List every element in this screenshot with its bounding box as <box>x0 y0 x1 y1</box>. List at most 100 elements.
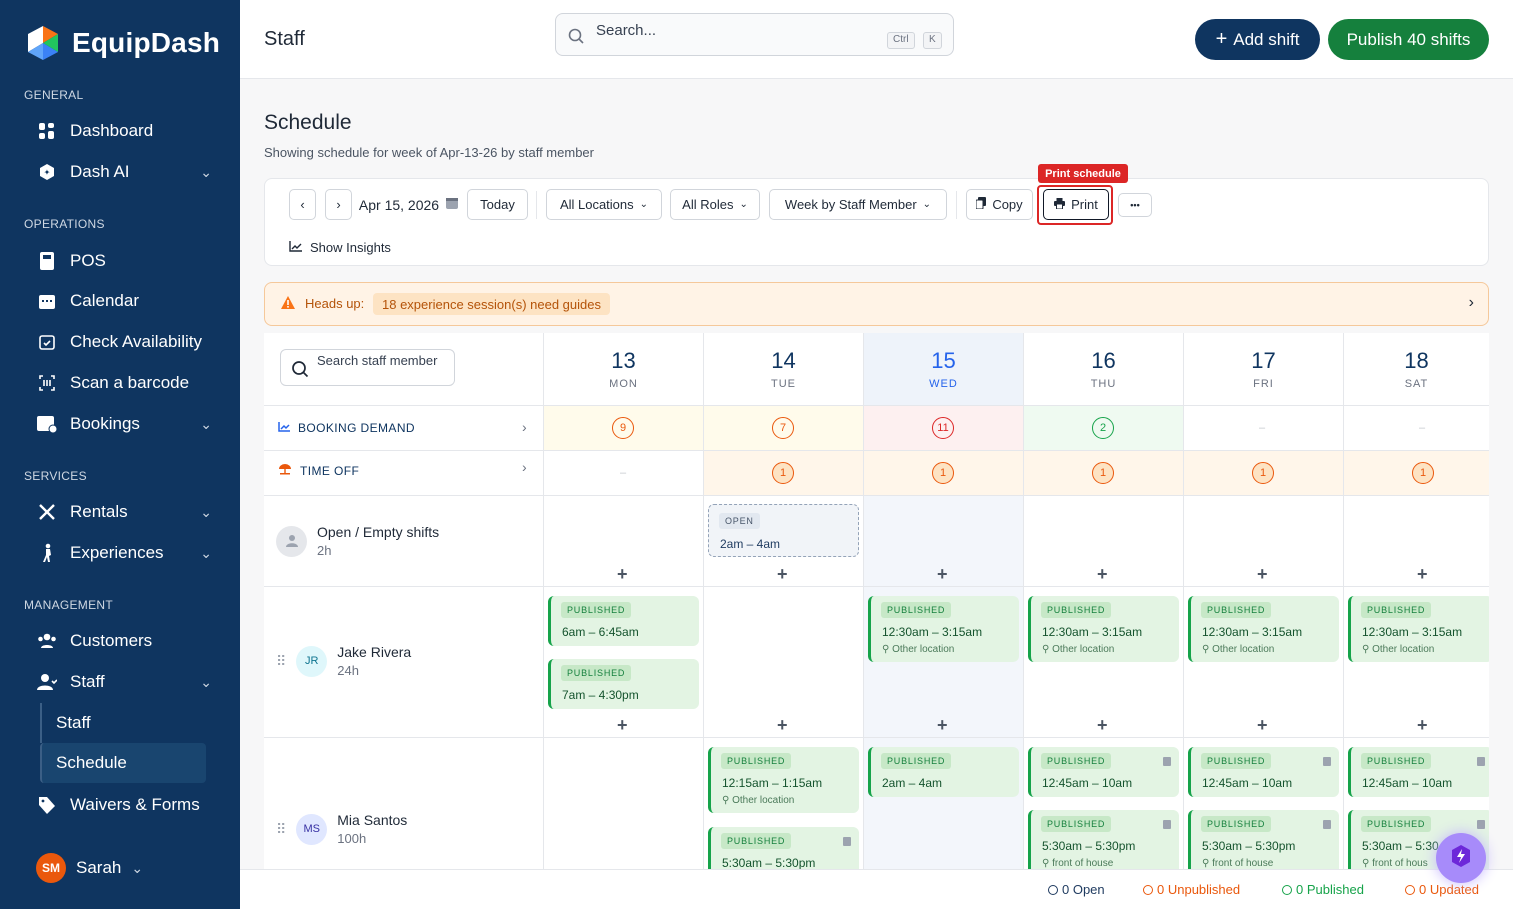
add-shift-plus-icon[interactable]: + <box>1417 715 1428 735</box>
time-off-badge[interactable]: 1 <box>772 462 794 484</box>
sidebar-item-scan-barcode[interactable]: Scan a barcode <box>36 366 212 400</box>
staff-hours: 100h <box>337 831 367 846</box>
assistant-button[interactable] <box>1436 833 1486 883</box>
time-off-badge[interactable]: 1 <box>1252 462 1274 484</box>
shift-card[interactable]: PUBLISHED 5:30am – 5:30pm ⚲ front of house <box>1188 810 1339 869</box>
shift-card[interactable]: PUBLISHED 12:30am – 3:15am ⚲ Other locatio… <box>1348 596 1489 662</box>
sidebar-item-bookings[interactable]: Bookings ⌄ <box>36 407 212 441</box>
shift-status: PUBLISHED <box>721 753 792 769</box>
sidebar-item-waivers[interactable]: Waivers & Forms <box>36 788 212 822</box>
add-shift-plus-icon[interactable]: + <box>1257 715 1268 735</box>
shift-card[interactable]: PUBLISHED 12:30am – 3:15am ⚲ Other locatio… <box>1188 596 1339 662</box>
staff-row-label[interactable]: ⠿ MS Mia Santos 100h <box>276 812 407 846</box>
copy-button[interactable]: Copy <box>966 189 1033 220</box>
shift-card[interactable]: PUBLISHED 5:30am – 5:30pm ⚲ front of house <box>1028 810 1179 869</box>
prev-week-button[interactable]: ‹ <box>289 189 316 220</box>
sidebar-item-calendar[interactable]: Calendar <box>36 284 212 318</box>
time-off-badge[interactable]: 1 <box>1092 462 1114 484</box>
next-week-button[interactable]: › <box>325 189 352 220</box>
sidebar-item-experiences[interactable]: Experiences ⌄ <box>36 536 212 570</box>
shift-card[interactable]: PUBLISHED 6am – 6:45am <box>548 596 699 646</box>
add-shift-plus-icon[interactable]: + <box>1417 564 1428 584</box>
print-button[interactable]: Print <box>1043 189 1109 220</box>
demand-badge[interactable]: 2 <box>1092 417 1114 439</box>
sidebar-item-customers[interactable]: Customers <box>36 624 212 658</box>
user-menu[interactable]: SM Sarah ⌄ <box>36 853 143 883</box>
locations-dropdown[interactable]: All Locations ⌄ <box>546 189 662 220</box>
drag-handle-icon[interactable]: ⠿ <box>276 652 286 669</box>
logo[interactable]: EquipDash <box>24 24 220 62</box>
grid-icon <box>36 120 58 142</box>
sidebar-item-dash-ai[interactable]: ✦ Dash AI ⌄ <box>36 155 212 189</box>
add-shift-plus-icon[interactable]: + <box>1097 715 1108 735</box>
sidebar-item-label: Dash AI <box>70 162 130 181</box>
add-shift-button[interactable]: + Add shift <box>1195 19 1320 60</box>
shift-status: PUBLISHED <box>561 665 632 681</box>
time-off-badge[interactable]: 1 <box>1412 462 1434 484</box>
shift-time: 12:45am – 10am <box>1042 776 1133 790</box>
shift-card[interactable]: PUBLISHED 12:45am – 10am <box>1188 747 1339 797</box>
sidebar-item-staff[interactable]: Staff ⌄ <box>36 665 212 699</box>
topbar: Staff Search... Ctrl K + Add shift Publi… <box>240 0 1513 79</box>
sidebar-item-check-availability[interactable]: Check Availability <box>36 325 212 359</box>
add-shift-plus-icon[interactable]: + <box>937 715 948 735</box>
shift-card[interactable]: PUBLISHED 12:15am – 1:15am ⚲ Other locatio… <box>708 747 859 813</box>
open-shift-card[interactable]: OPEN 2am – 4am <box>708 504 859 557</box>
shift-location: ⚲ Other location <box>1042 644 1115 655</box>
add-shift-plus-icon[interactable]: + <box>777 564 788 584</box>
staff-search-input[interactable]: Search staff member <box>280 349 455 386</box>
heads-up-alert[interactable]: Heads up: 18 experience session(s) need … <box>264 282 1489 326</box>
open-count: 0 Open <box>1048 882 1105 897</box>
umbrella-icon <box>278 463 292 478</box>
sidebar-subitem-schedule[interactable]: Schedule <box>40 743 206 783</box>
add-shift-plus-icon[interactable]: + <box>777 715 788 735</box>
publish-shifts-button[interactable]: Publish 40 shifts <box>1328 19 1489 60</box>
user-name: Sarah <box>76 858 122 877</box>
kbd-k: K <box>923 32 942 49</box>
more-options-button[interactable]: ••• <box>1118 193 1152 217</box>
sidebar-item-label: Bookings <box>70 414 140 433</box>
sidebar-item-pos[interactable]: POS <box>36 244 212 278</box>
shift-time: 12:30am – 3:15am <box>1362 625 1463 639</box>
shift-status-footer: 0 Open 0 Unpublished 0 Published 0 Updat… <box>240 869 1513 909</box>
demand-badge[interactable]: 11 <box>932 417 954 439</box>
shift-card[interactable]: PUBLISHED 5:30am – 5:30pm <box>708 827 859 869</box>
add-shift-plus-icon[interactable]: + <box>617 564 628 584</box>
add-shift-plus-icon[interactable]: + <box>1097 564 1108 584</box>
shift-card[interactable]: PUBLISHED 7am – 4:30pm <box>548 659 699 709</box>
shift-status: PUBLISHED <box>1041 816 1112 832</box>
time-off-badge[interactable]: 1 <box>932 462 954 484</box>
staff-row-label[interactable]: ⠿ JR Jake Rivera 24h <box>276 644 411 678</box>
sidebar-subitem-staff[interactable]: Staff <box>40 703 206 743</box>
sidebar-item-label: Experiences <box>70 543 164 562</box>
search-input[interactable]: Search... Ctrl K <box>555 13 954 56</box>
print-highlight <box>1037 185 1113 225</box>
sidebar-item-rentals[interactable]: Rentals ⌄ <box>36 495 212 529</box>
copy-icon <box>975 197 987 212</box>
drag-handle-icon[interactable]: ⠿ <box>276 820 286 837</box>
sidebar-item-label: Staff <box>70 672 105 691</box>
today-button[interactable]: Today <box>467 189 528 220</box>
view-dropdown[interactable]: Week by Staff Member ⌄ <box>769 189 947 220</box>
published-count-label: 0 Published <box>1296 882 1364 897</box>
date-picker[interactable]: Apr 15, 2026 <box>355 189 463 220</box>
demand-badge[interactable]: 9 <box>612 417 634 439</box>
shift-card[interactable]: PUBLISHED 12:30am – 3:15am ⚲ Other locatio… <box>868 596 1019 662</box>
sidebar-item-dashboard[interactable]: Dashboard <box>36 114 212 148</box>
demand-badge[interactable]: 7 <box>772 417 794 439</box>
shift-card[interactable]: PUBLISHED 12:45am – 10am <box>1348 747 1489 797</box>
time-off-row[interactable]: TIME OFF <box>278 463 359 478</box>
booking-demand-row[interactable]: BOOKING DEMAND <box>278 421 415 435</box>
add-shift-plus-icon[interactable]: + <box>937 564 948 584</box>
roles-dropdown[interactable]: All Roles ⌄ <box>670 189 760 220</box>
updated-count-label: 0 Updated <box>1419 882 1479 897</box>
shift-card[interactable]: PUBLISHED 12:45am – 10am <box>1028 747 1179 797</box>
add-shift-plus-icon[interactable]: + <box>1257 564 1268 584</box>
shift-card[interactable]: PUBLISHED 2am – 4am <box>868 747 1019 797</box>
location-label: Other location <box>1052 644 1115 655</box>
show-insights-link[interactable]: Show Insights <box>289 240 391 255</box>
shift-card[interactable]: PUBLISHED 12:30am – 3:15am ⚲ Other locatio… <box>1028 596 1179 662</box>
shift-location: ⚲ Other location <box>722 795 795 806</box>
shift-time: 2am – 4am <box>882 776 943 790</box>
add-shift-plus-icon[interactable]: + <box>617 715 628 735</box>
